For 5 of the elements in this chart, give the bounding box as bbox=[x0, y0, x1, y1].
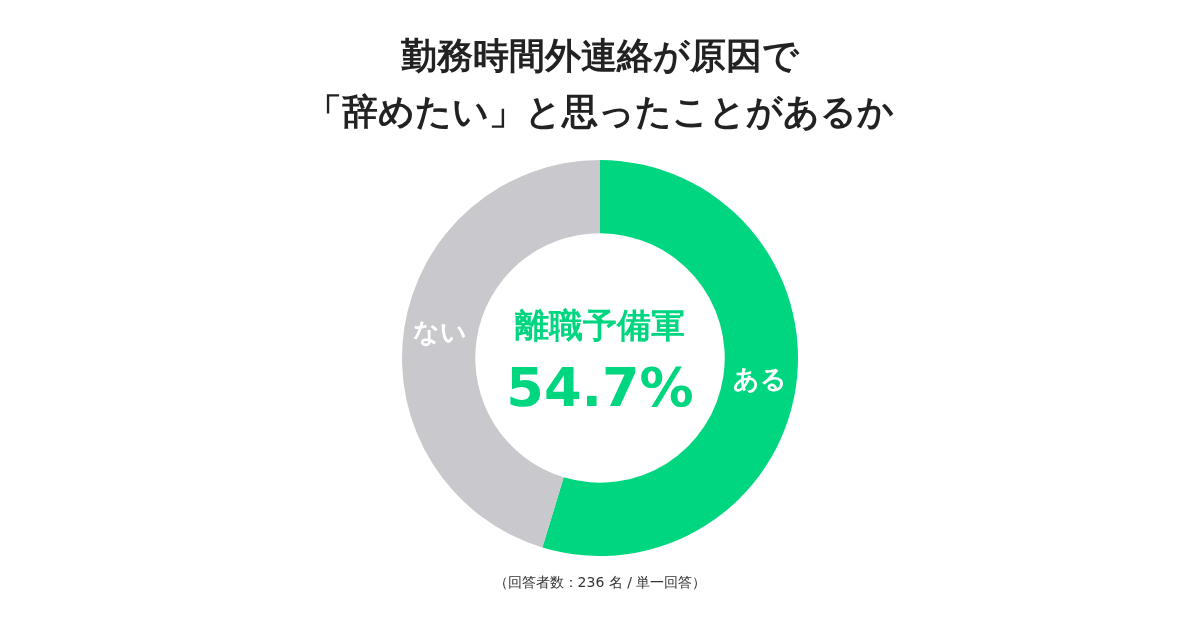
text: （回答者数：236 名 / 単一回答） bbox=[492, 574, 708, 592]
text: 離職予備軍 bbox=[514, 304, 685, 345]
chart-title: 勤務時間外連絡が原因で「辞めたい」と思ったことがあるか bbox=[305, 34, 895, 134]
text: 54.7% bbox=[506, 356, 694, 420]
slice-label: ある bbox=[732, 364, 787, 395]
